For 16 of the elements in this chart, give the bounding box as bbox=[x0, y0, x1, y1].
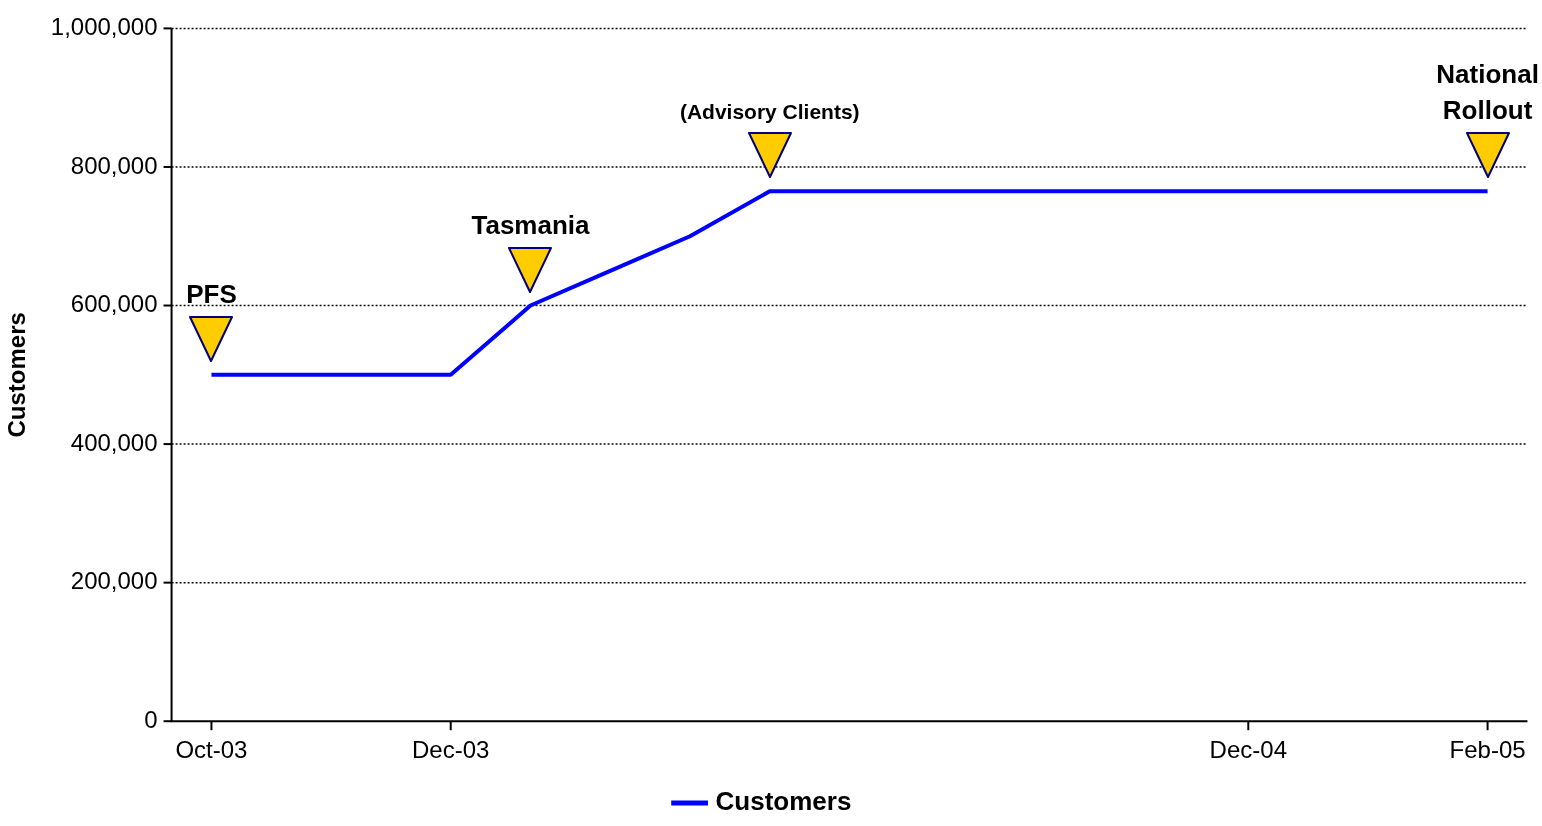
annotation: PFS bbox=[186, 278, 237, 309]
x-tick-label: Dec-04 bbox=[1209, 736, 1287, 764]
x-tick-label: Feb-05 bbox=[1449, 736, 1526, 764]
y-tick-label: 1,000,000 bbox=[50, 13, 158, 41]
y-axis-title: Customers bbox=[3, 312, 31, 438]
annotation: National Rollout bbox=[1436, 59, 1539, 126]
y-tick-label: 400,000 bbox=[70, 428, 158, 456]
legend-label: Customers bbox=[715, 786, 852, 817]
x-tick-label: Dec-03 bbox=[412, 736, 490, 764]
y-tick-label: 800,000 bbox=[70, 151, 158, 179]
annotation: Tasmania bbox=[471, 209, 591, 240]
annotation: (Advisory Clients) bbox=[679, 100, 860, 124]
y-tick-label: 200,000 bbox=[70, 567, 158, 595]
x-tick-label: Oct-03 bbox=[175, 736, 248, 764]
y-tick-label: 600,000 bbox=[70, 290, 158, 318]
y-tick-label: 0 bbox=[144, 705, 158, 733]
